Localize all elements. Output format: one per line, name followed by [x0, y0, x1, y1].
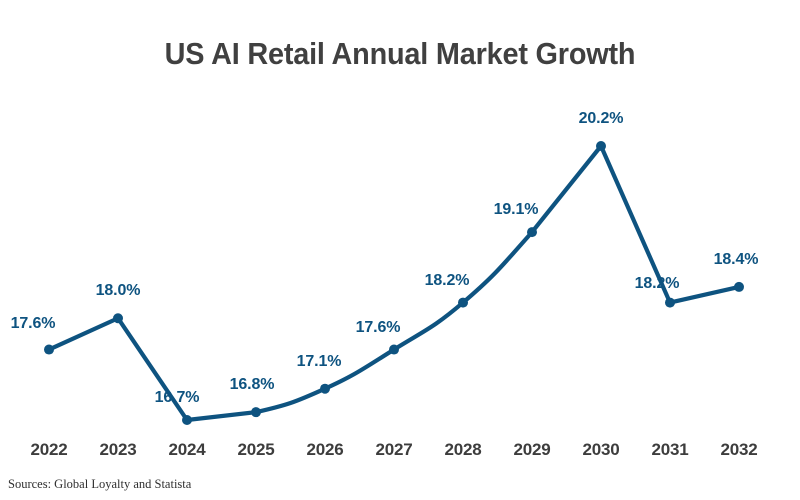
series-markers-group — [44, 141, 744, 425]
chart-title: US AI Retail Annual Market Growth — [164, 36, 636, 71]
data-point-marker[interactable] — [251, 407, 261, 418]
data-point-marker[interactable] — [596, 141, 606, 151]
data-point-marker[interactable] — [527, 227, 537, 238]
x-axis-tick-2031: 2031 — [651, 440, 689, 459]
data-point-marker[interactable] — [734, 281, 744, 292]
source-note: Sources: Global Loyalty and Statista — [8, 477, 192, 491]
data-point-marker[interactable] — [182, 415, 192, 425]
x-axis-tick-2032: 2032 — [720, 440, 758, 459]
x-axis-tick-2030: 2030 — [582, 440, 620, 459]
series-line-path — [46, 143, 742, 423]
data-point-marker[interactable] — [458, 297, 468, 308]
x-axis-tick-2029: 2029 — [513, 440, 551, 459]
data-point-marker[interactable] — [389, 344, 399, 355]
x-axis-tick-2024: 2024 — [168, 440, 206, 459]
x-axis-tick-2023: 2023 — [99, 440, 137, 459]
data-point-marker[interactable] — [665, 297, 675, 308]
x-axis-tick-2026: 2026 — [306, 440, 344, 459]
data-point-marker[interactable] — [320, 383, 330, 394]
x-axis-tick-2028: 2028 — [444, 440, 482, 459]
x-axis-tick-2022: 2022 — [30, 440, 68, 459]
data-point-marker[interactable] — [113, 313, 123, 324]
x-axis-tick-2025: 2025 — [237, 440, 275, 459]
x-axis-tick-2027: 2027 — [375, 440, 413, 459]
data-point-marker[interactable] — [44, 344, 54, 355]
